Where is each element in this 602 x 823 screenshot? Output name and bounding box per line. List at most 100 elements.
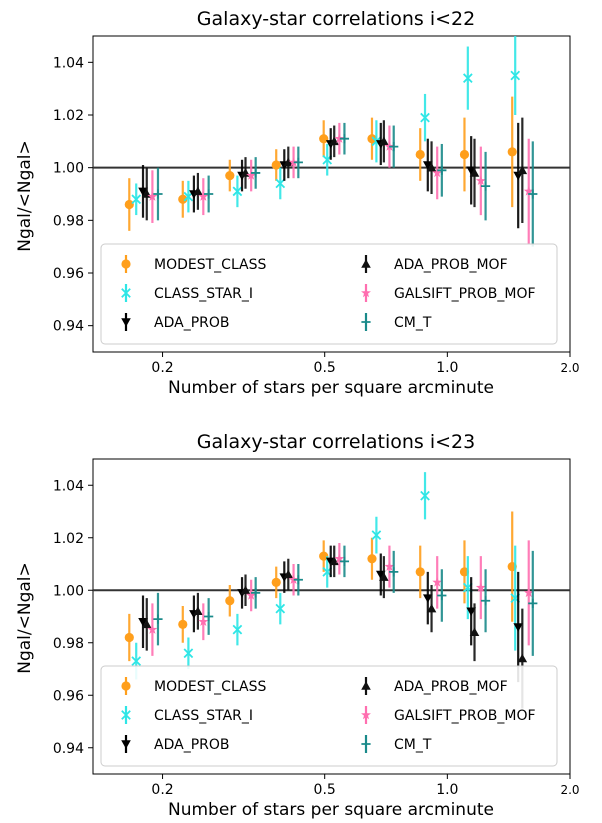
legend-label: MODEST_CLASS	[154, 257, 267, 273]
marker-x	[275, 178, 286, 189]
legend-entry: CLASS_STAR_I	[121, 284, 253, 302]
marker-triangle-up	[379, 572, 389, 581]
marker-triangle-down	[138, 617, 148, 627]
marker-circle	[367, 134, 377, 144]
marker-x	[420, 112, 430, 123]
marker-x	[462, 73, 473, 83]
y-axis-label: Ngal/<Ngal>	[15, 140, 35, 252]
marker-x	[183, 648, 194, 659]
legend-label: ADA_PROB	[154, 315, 229, 331]
legend-entry: ADA_PROB_MOF	[361, 255, 508, 273]
marker-triangle-up	[517, 653, 528, 663]
x-axis-label: Number of stars per square arcminute	[168, 800, 494, 820]
y-tick-label: 1.00	[53, 161, 84, 177]
marker-plus	[293, 157, 303, 167]
marker-x	[232, 624, 243, 635]
marker-triangle-up	[193, 606, 203, 616]
axes: 0.94 0.96 0.98 1.00 1.02 1.04 0.2 0.5 1.0 2.0 MODE…	[53, 458, 580, 798]
marker-x	[131, 656, 142, 666]
marker-plus	[204, 189, 214, 199]
y-tick-label: 0.96	[53, 688, 84, 704]
marker-circle	[178, 619, 188, 629]
series-cm-t	[153, 122, 538, 247]
x-axis-label: Number of stars per square arcminute	[168, 378, 494, 398]
marker-plus	[389, 567, 399, 577]
y-tick-label: 0.96	[53, 266, 84, 282]
legend-entry: ADA_PROB	[121, 735, 229, 753]
y-tick-label: 1.00	[53, 583, 84, 599]
legend-box	[100, 665, 558, 767]
marker-star	[147, 624, 158, 634]
x-tick-label: 2.0	[560, 783, 579, 797]
marker-plus	[293, 575, 303, 585]
marker-plus	[437, 590, 447, 601]
y-tick-label: 1.02	[53, 108, 84, 124]
marker-circle	[507, 147, 517, 157]
series-galsift-prob-mof	[147, 122, 534, 245]
marker-plus	[204, 611, 214, 622]
marker-circle	[271, 160, 281, 170]
marker-triangle-up	[193, 186, 203, 196]
marker-x	[510, 70, 521, 81]
legend-label: MODEST_CLASS	[154, 679, 267, 695]
marker-circle	[121, 259, 131, 269]
marker-star	[475, 582, 486, 592]
x-tick-label: 2.0	[560, 361, 579, 375]
marker-x	[121, 710, 131, 720]
marker-triangle-up	[329, 136, 340, 146]
x-tick-label: 0.5	[314, 360, 336, 376]
y-axis-label: Ngal/<Ngal>	[15, 562, 35, 674]
series-modest-class	[124, 511, 517, 662]
legend-entry: MODEST_CLASS	[121, 255, 267, 273]
legend-entry: CM_T	[361, 735, 432, 753]
y-tick-label: 1.04	[53, 478, 84, 494]
marker-star	[523, 186, 534, 196]
axes: 0.94 0.96 0.98 1.00 1.02 1.04 0.2 0.5 1.0 2.0 MODE…	[53, 35, 580, 376]
marker-star	[523, 587, 534, 598]
legend-box	[100, 243, 558, 345]
marker-circle	[225, 596, 235, 606]
marker-x	[371, 530, 382, 540]
marker-plus	[339, 556, 350, 566]
legend-label: CLASS_STAR_I	[154, 286, 253, 302]
y-tick-label: 0.94	[53, 741, 84, 757]
marker-x	[131, 194, 142, 205]
y-tick-label: 0.98	[53, 636, 84, 652]
legend-label: CM_T	[394, 737, 432, 753]
marker-plus	[361, 739, 371, 749]
marker-x	[275, 603, 286, 614]
marker-triangle-down	[121, 740, 131, 749]
marker-star	[432, 167, 443, 178]
marker-star	[198, 616, 209, 626]
marker-circle	[178, 194, 188, 204]
marker-triangle-down	[121, 318, 131, 327]
marker-circle	[319, 134, 329, 144]
marker-triangle-down	[138, 187, 148, 197]
marker-star	[198, 191, 209, 201]
marker-plus	[528, 598, 538, 608]
legend-entry: ADA_PROB	[121, 313, 229, 331]
legend: MODEST_CLASS CLASS_STAR_I ADA_PROB ADA_PROB…	[100, 665, 558, 767]
marker-circle	[459, 149, 470, 160]
marker-triangle-up	[283, 569, 294, 579]
marker-x	[121, 288, 131, 298]
marker-star	[288, 574, 299, 584]
marker-triangle-down	[423, 161, 433, 170]
y-tick-label: 1.02	[53, 531, 84, 547]
marker-star	[288, 157, 299, 167]
marker-circle	[121, 681, 131, 691]
marker-triangle-up	[517, 165, 528, 175]
marker-star	[246, 590, 257, 600]
marker-triangle-up	[469, 168, 480, 177]
series-class-star-i	[131, 472, 521, 680]
legend-label: CM_T	[394, 315, 432, 331]
marker-star	[432, 577, 443, 587]
marker-plus	[437, 165, 447, 175]
legend-label: GALSIFT_PROB_MOF	[394, 286, 536, 302]
marker-triangle-up	[469, 627, 480, 637]
marker-triangle-up	[361, 259, 371, 268]
marker-star	[384, 561, 395, 571]
marker-plus	[251, 588, 261, 598]
marker-triangle-up	[379, 136, 389, 146]
